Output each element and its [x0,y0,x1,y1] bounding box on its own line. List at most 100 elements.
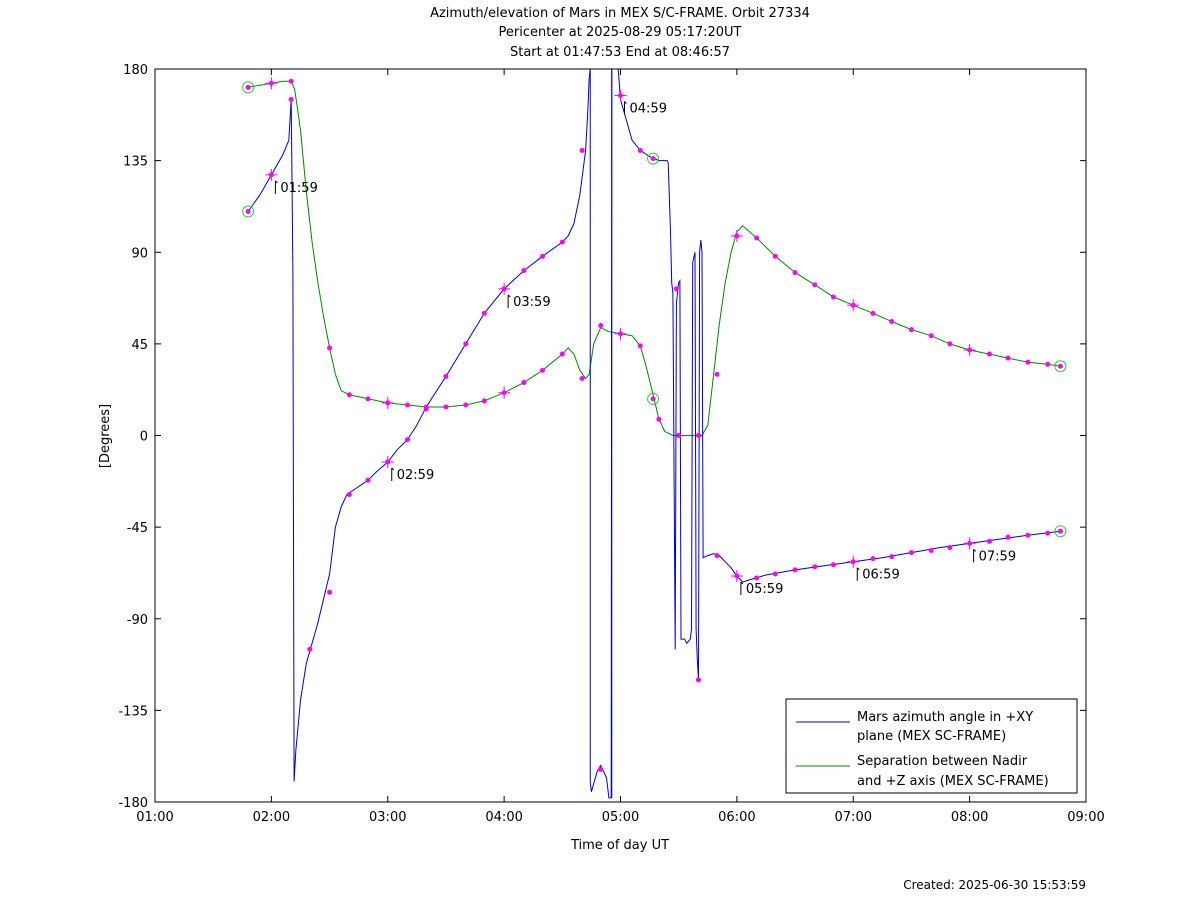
y-tick-label: -90 [127,613,148,628]
data-point-separation [327,345,333,351]
legend-label-separation-line-1: Separation between Nadir [857,754,1028,769]
data-point-separation [986,351,992,357]
y-tick-label: -180 [118,796,148,811]
legend-label-azimuth-line-1: Mars azimuth angle in +XY [857,710,1033,725]
data-point-separation [650,396,656,402]
data-point-azimuth [889,554,895,560]
hour-marker-separation [498,386,511,399]
axes: 01:00 02:00 03:00 04:00 05:00 06:00 07:00 08:00… [118,63,1104,825]
annotation-label: 07:59 [979,549,1016,564]
chart-title-line-2: Pericenter at 2025-08-29 05:17:20UT [498,25,741,40]
data-point-separation [908,327,914,333]
data-point-azimuth [928,548,934,554]
hour-marker-separation [381,396,394,409]
data-point-separation [1005,355,1011,361]
hour-marker-azimuth [614,89,627,102]
data-point-azimuth [695,677,701,683]
data-point-separation [812,282,818,288]
legend-label-separation-line-2: and +Z axis (MEX SC-FRAME) [857,774,1049,789]
data-point-azimuth [1045,530,1051,536]
legend: Mars azimuth angle in +XY plane (MEX SC-… [785,698,1078,794]
data-point-azimuth [947,544,953,550]
data-point-azimuth [1005,534,1011,540]
data-point-azimuth [650,156,656,162]
annotation-pointer [507,294,511,308]
data-point-azimuth [288,97,294,103]
data-point-separation [405,402,411,408]
hour-marker-separation [265,77,278,90]
data-point-separation [245,84,251,90]
y-tick-label: -45 [127,521,148,536]
data-point-separation [928,333,934,339]
data-point-azimuth [521,268,527,274]
data-point-separation [870,310,876,316]
data-point-separation [288,78,294,84]
x-tick-label: 09:00 [1067,810,1104,825]
x-tick-label: 01:00 [136,810,173,825]
data-point-separation [521,380,527,386]
hour-marker-azimuth [847,555,860,568]
hour-marker-separation [730,229,743,242]
x-tick-label: 04:00 [485,810,522,825]
legend-box [785,698,1078,794]
x-tick-label: 03:00 [369,810,406,825]
chart-title-group: Azimuth/elevation of Mars in MEX S/C-FRA… [430,6,810,60]
data-point-separation [559,351,565,357]
y-tick-label: 180 [123,63,148,78]
series-line-separation [248,80,1061,436]
data-point-separation [1025,359,1031,365]
data-point-azimuth [327,589,333,595]
data-point-azimuth [812,564,818,570]
chart-title-line-3: Start at 01:47:53 End at 08:46:57 [510,45,730,60]
annotation-pointer [624,101,627,115]
endpoint-circle-separation [242,81,255,94]
data-point-separation [481,398,487,404]
markers-layer [242,77,1067,772]
y-axis-label: [Degrees] [98,404,113,468]
x-tick-label: 08:00 [951,810,988,825]
data-point-separation [656,416,662,422]
x-tick-label: 07:00 [835,810,872,825]
endpoint-circle-azimuth [1054,525,1067,538]
data-point-azimuth [754,575,760,581]
x-axis-label: Time of day UT [570,838,669,853]
y-tick-label: -135 [118,704,148,719]
annotation-label: 01:59 [280,181,317,196]
series-line-azimuth-segment-2 [589,68,613,799]
data-point-azimuth [463,341,469,347]
endpoint-circle-azimuth [647,152,660,165]
series-line-azimuth [247,68,591,782]
data-point-separation [830,294,836,300]
data-point-azimuth [365,477,371,483]
x-tick-label: 02:00 [253,810,290,825]
data-point-azimuth [1025,532,1031,538]
plot-frame [154,68,1087,803]
data-point-azimuth [245,209,251,215]
data-point-azimuth [830,562,836,568]
data-point-separation [443,404,449,410]
hour-marker-azimuth [381,455,394,468]
hour-marker-azimuth [265,168,278,181]
series-layer [247,68,1061,799]
data-point-azimuth [772,571,778,577]
series-line-azimuth-segment-3 [617,68,1061,680]
data-point-azimuth [714,553,720,559]
data-point-separation [676,433,682,438]
annotation-pointer [274,180,278,194]
data-point-azimuth [1057,528,1063,534]
created-timestamp: Created: 2025-06-30 15:53:59 [903,878,1086,892]
data-point-azimuth [792,567,798,573]
annotation-label: 04:59 [630,101,667,116]
annotation-pointer [856,567,860,581]
data-point-separation [714,371,720,377]
y-tick-label: 135 [123,155,148,170]
data-point-azimuth [307,646,313,652]
data-point-separation [947,341,953,347]
data-point-azimuth [870,556,876,562]
annotation-label: 06:59 [862,568,899,583]
endpoint-circle-azimuth [242,205,255,218]
data-point-azimuth [637,147,643,153]
endpoint-circle-separation [1054,360,1067,373]
data-point-separation [423,404,429,410]
data-point-azimuth [908,550,914,556]
